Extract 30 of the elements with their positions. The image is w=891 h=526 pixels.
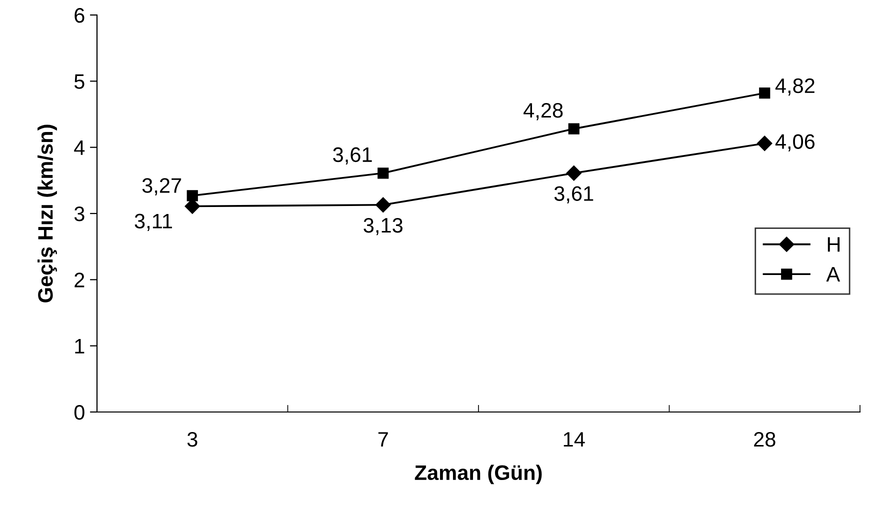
point	[376, 197, 391, 212]
y-tick-label: 3	[74, 206, 84, 222]
x-tick-label: 3	[187, 432, 198, 447]
point	[568, 123, 580, 134]
data-label: 4,28	[524, 102, 563, 120]
x-axis-title: Zaman (Gün)	[414, 464, 542, 484]
legend-label: A	[826, 267, 840, 282]
y-tick-label: 2	[74, 272, 84, 288]
legend-label: H	[828, 237, 840, 252]
point	[759, 88, 770, 99]
y-tick-label: 6	[74, 8, 84, 23]
y-axis-title: Geçiş Hızı (km/sn)	[38, 124, 57, 302]
data-label: 4,82	[775, 78, 814, 96]
data-label: 4,06	[775, 134, 815, 152]
point	[757, 136, 772, 151]
x-tick-label: 14	[564, 432, 585, 447]
x-tick-label: 7	[378, 432, 388, 447]
y-tick-label: 5	[74, 74, 84, 89]
data-label: 3,13	[364, 218, 402, 236]
data-label: 3,27	[142, 178, 182, 196]
x-tick-label: 28	[754, 432, 776, 447]
data-label: 3,61	[554, 186, 594, 204]
point	[186, 190, 198, 202]
y-tick-label: 1	[75, 339, 84, 354]
data-label: 3,11	[134, 214, 172, 231]
y-tick-label: 0	[74, 405, 84, 420]
point	[566, 166, 582, 181]
data-label: 3,61	[333, 147, 372, 165]
y-tick-label: 4	[74, 140, 85, 155]
point	[378, 168, 389, 179]
